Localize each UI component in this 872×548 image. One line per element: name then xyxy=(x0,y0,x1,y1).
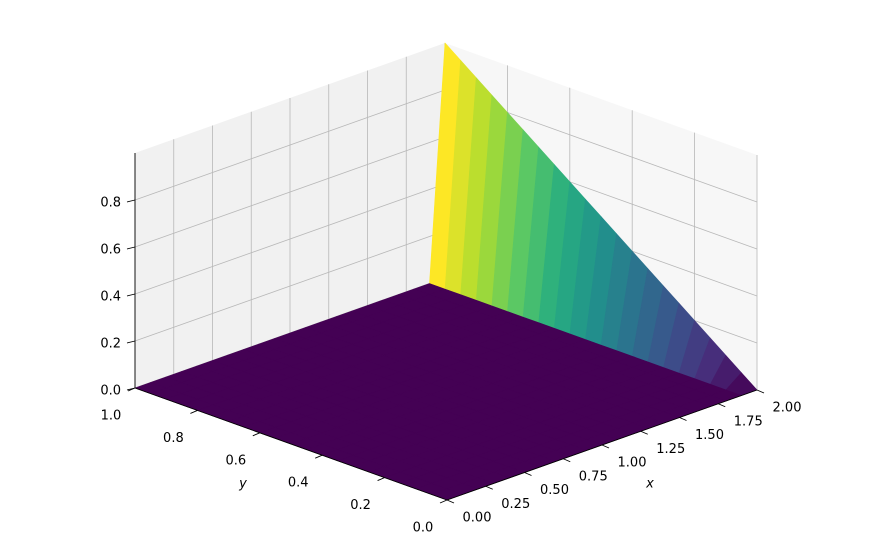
tick-mark xyxy=(377,477,385,482)
tick-mark xyxy=(126,340,136,344)
tick-mark xyxy=(126,293,136,297)
grid-line xyxy=(134,183,446,295)
axis-line xyxy=(134,387,448,501)
x-tick-label: 0.25 xyxy=(501,497,530,512)
tick-mark xyxy=(679,417,687,421)
tick-mark xyxy=(524,472,532,476)
tick-mark xyxy=(126,387,136,391)
grid-line xyxy=(134,89,446,201)
tick-mark xyxy=(756,389,765,394)
y-tick-label: 0.8 xyxy=(163,431,184,446)
x-axis-label: x xyxy=(645,477,654,492)
x-tick-label: 1.00 xyxy=(618,456,647,471)
z-tick-label: 0.8 xyxy=(100,196,121,211)
x-tick-label: 1.50 xyxy=(695,428,724,443)
tick-mark xyxy=(126,246,136,250)
y-tick-label: 0.2 xyxy=(350,498,371,513)
tick-mark xyxy=(640,430,648,435)
y-tick-label: 0.6 xyxy=(225,453,246,468)
tick-mark xyxy=(485,485,493,490)
y-tick-label: 0.4 xyxy=(288,476,309,491)
z-tick-label: 0.2 xyxy=(100,337,121,352)
tick-mark xyxy=(190,409,198,414)
y-tick-label: 0.0 xyxy=(413,521,434,536)
tick-mark xyxy=(601,444,610,449)
tick-mark xyxy=(315,454,323,459)
x-tick-label: 2.00 xyxy=(773,401,802,416)
z-tick-label: 0.6 xyxy=(100,243,121,258)
y-axis-label: y xyxy=(238,477,247,492)
x-tick-label: 0.00 xyxy=(463,511,492,526)
tick-mark xyxy=(446,499,455,504)
x-tick-label: 1.25 xyxy=(656,442,685,457)
x-tick-label: 0.75 xyxy=(579,469,608,484)
y-tick-label: 1.0 xyxy=(101,409,122,424)
x-tick-label: 1.75 xyxy=(734,414,763,429)
z-tick-label: 0.4 xyxy=(100,290,121,305)
tick-mark xyxy=(563,458,571,463)
tick-mark xyxy=(252,432,260,437)
tick-mark xyxy=(718,403,726,408)
grid-line xyxy=(134,136,446,248)
z-tick-label: 0.0 xyxy=(100,384,121,399)
tick-mark xyxy=(126,199,136,203)
grid-line xyxy=(134,230,446,342)
tick-mark xyxy=(439,499,448,504)
x-tick-label: 0.50 xyxy=(540,483,569,498)
